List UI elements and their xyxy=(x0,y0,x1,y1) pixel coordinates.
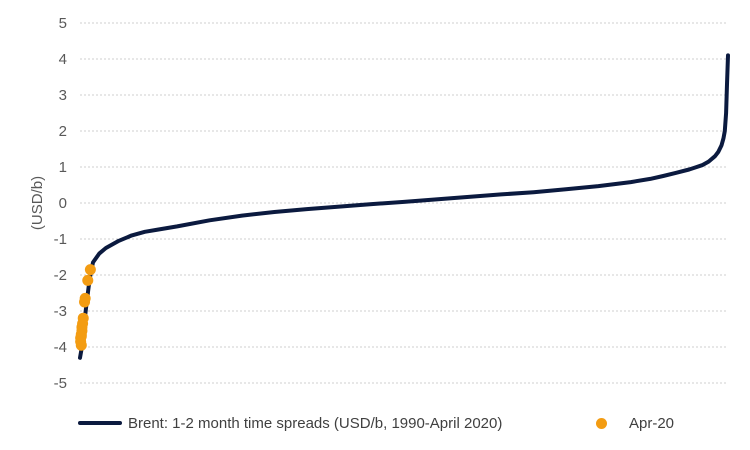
y-axis-ticks: 5 4 3 2 1 0 -1 -2 -3 -4 -5 xyxy=(54,15,67,392)
data-point-apr20 xyxy=(82,274,94,286)
legend-dot-swatch xyxy=(596,417,607,429)
data-point-apr20 xyxy=(75,339,87,351)
y-tick-label: -1 xyxy=(54,231,67,248)
y-axis-title: (USD/b) xyxy=(29,176,46,230)
legend-label-apr20: Apr-20 xyxy=(629,414,675,432)
y-tick-label: 3 xyxy=(59,87,67,104)
y-tick-label: 4 xyxy=(59,51,67,68)
legend-item-apr20: Apr-20 xyxy=(596,412,674,434)
y-tick-label: -4 xyxy=(54,339,67,356)
legend-label-brent: Brent: 1-2 month time spreads (USD/b, 19… xyxy=(128,414,503,432)
y-tick-label: 1 xyxy=(59,159,67,176)
y-tick-label: -3 xyxy=(54,303,67,320)
y-tick-label: 5 xyxy=(59,15,67,32)
y-tick-label: -5 xyxy=(54,375,67,392)
data-point-apr20 xyxy=(84,264,96,276)
series-line-group xyxy=(78,53,730,360)
series-dots-group xyxy=(75,264,96,351)
y-tick-label: 0 xyxy=(59,195,67,212)
legend-line-swatch xyxy=(78,421,122,425)
series-line-brent xyxy=(78,53,730,360)
y-tick-label: -2 xyxy=(54,267,67,284)
legend: Brent: 1-2 month time spreads (USD/b, 19… xyxy=(78,412,718,434)
y-tick-label: 2 xyxy=(59,123,67,140)
data-point-apr20 xyxy=(79,296,91,308)
legend-item-brent: Brent: 1-2 month time spreads (USD/b, 19… xyxy=(78,412,502,434)
